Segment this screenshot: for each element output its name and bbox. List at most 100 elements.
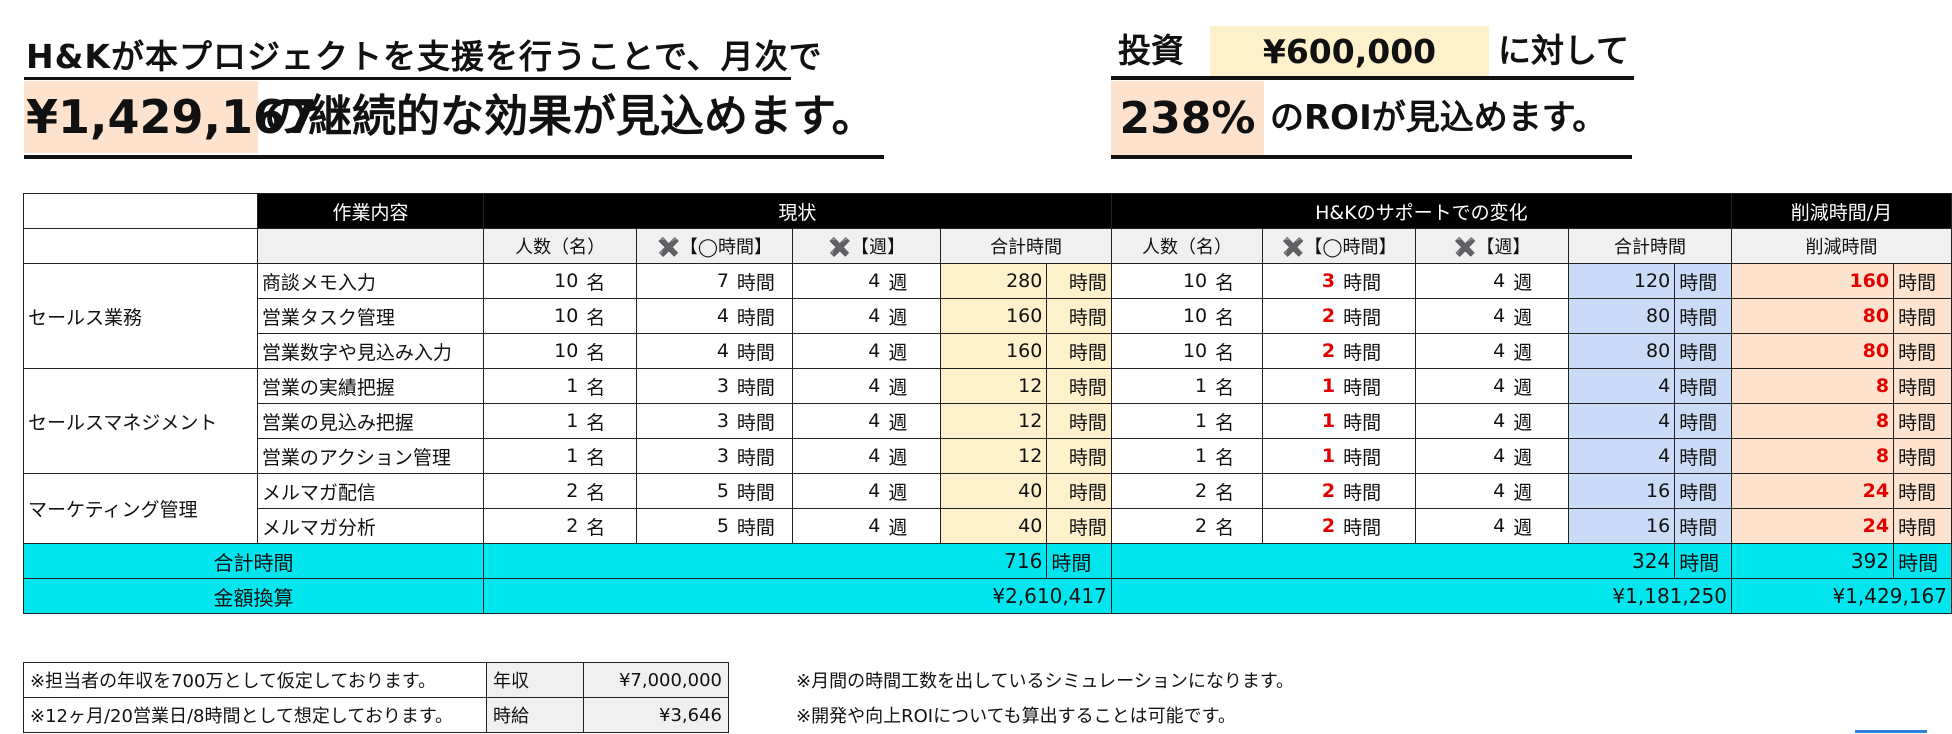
- new-people: 1: [1110, 438, 1212, 474]
- current-people: 1: [483, 403, 583, 439]
- subheader-people: 人数（名）: [483, 228, 638, 264]
- current-people: 1: [483, 438, 583, 474]
- new-weeks: 4: [1415, 473, 1510, 509]
- subheader-total: 合計時間: [940, 228, 1112, 264]
- reduced-hours: 8: [1730, 403, 1895, 439]
- assumption-note: ※12ヶ月/20営業日/8時間として想定しております。: [23, 697, 487, 733]
- unit-people: 名: [1211, 298, 1264, 334]
- unit-hours: 時間: [1046, 333, 1112, 369]
- unit-people: 名: [582, 403, 638, 439]
- unit-hours: 時間: [1674, 438, 1732, 474]
- unit-hours: 時間: [1893, 333, 1952, 369]
- new-total: 4: [1568, 403, 1676, 439]
- assumption-key: 時給: [486, 697, 584, 733]
- unit-hours: 時間: [732, 438, 794, 474]
- unit-people: 名: [582, 333, 638, 369]
- unit-weeks: 週: [1509, 368, 1570, 404]
- assumption-row: ※担当者の年収を700万として仮定しております。 年収 ¥7,000,000: [23, 662, 729, 698]
- new-people: 1: [1110, 368, 1212, 404]
- subheader-blank: [256, 228, 485, 264]
- current-total: 280: [940, 263, 1048, 299]
- unit-weeks: 週: [1509, 403, 1570, 439]
- table-row: メルマガ分析 2 名 5 時間 4 週 40 時間 2 名 2 時間 4 週 16 時間 24 時間: [24, 508, 1952, 544]
- unit-hours: 時間: [732, 508, 794, 544]
- table-row: 営業数字や見込み入力 10 名 4 時間 4 週 160 時間 10 名 2 時間 4 週 80 時間 80 時間: [24, 333, 1952, 369]
- unit-hours: 時間: [1046, 473, 1112, 509]
- new-hours: 3: [1262, 263, 1340, 299]
- current-people: 2: [483, 473, 583, 509]
- subheader-hours: ✖️【◯時間】: [1262, 228, 1417, 264]
- unit-hours: 時間: [1046, 298, 1112, 334]
- task-name: 営業のアクション管理: [256, 438, 485, 474]
- unit-hours: 時間: [732, 263, 794, 299]
- new-total: 4: [1568, 438, 1676, 474]
- current-weeks: 4: [792, 333, 885, 369]
- unit-weeks: 週: [1509, 438, 1570, 474]
- reduced-hours: 8: [1730, 368, 1895, 404]
- unit-people: 名: [582, 263, 638, 299]
- unit-hours: 時間: [1674, 543, 1732, 579]
- current-people: 1: [483, 368, 583, 404]
- header-current: 現状: [483, 193, 1112, 229]
- headline-line1: H&Kが本プロジェクトを支援を行うことで、月次で: [26, 37, 823, 76]
- unit-people: 名: [582, 298, 638, 334]
- new-weeks: 4: [1415, 263, 1510, 299]
- current-total: 160: [940, 333, 1048, 369]
- unit-people: 名: [1211, 508, 1264, 544]
- new-hours: 2: [1262, 298, 1340, 334]
- reduced-hours: 80: [1730, 298, 1895, 334]
- current-weeks: 4: [792, 473, 885, 509]
- table-row: マーケティング管理 メルマガ配信 2 名 5 時間 4 週 40 時間 2 名 2 時間 4 週 16 時間 24 時…: [23, 473, 1952, 544]
- unit-hours: 時間: [1674, 508, 1732, 544]
- unit-people: 名: [1211, 403, 1264, 439]
- unit-hours: 時間: [732, 403, 794, 439]
- new-hours: 2: [1262, 473, 1340, 509]
- current-total: 12: [940, 438, 1048, 474]
- reduced-hours: 8: [1730, 438, 1895, 474]
- new-people: 2: [1110, 508, 1212, 544]
- unit-hours: 時間: [1339, 403, 1417, 439]
- new-hours: 1: [1262, 403, 1340, 439]
- headline-underline: [1111, 76, 1634, 80]
- current-weeks: 4: [792, 438, 885, 474]
- current-weeks: 4: [792, 263, 885, 299]
- new-total: 16: [1568, 473, 1676, 509]
- unit-hours: 時間: [1339, 368, 1417, 404]
- current-total: 40: [940, 508, 1048, 544]
- unit-people: 名: [582, 368, 638, 404]
- unit-people: 名: [1211, 263, 1264, 299]
- assumption-row: ※12ヶ月/20営業日/8時間として想定しております。 時給 ¥3,646: [23, 697, 729, 733]
- new-total: 80: [1568, 298, 1676, 334]
- totals-row: 合計時間 716 時間 324 時間 392 時間: [22, 543, 1952, 579]
- current-total: 12: [940, 403, 1048, 439]
- new-weeks: 4: [1415, 403, 1510, 439]
- new-hours: 1: [1262, 438, 1340, 474]
- new-people: 10: [1110, 263, 1212, 299]
- unit-hours: 時間: [1893, 263, 1952, 299]
- subheader-weeks: ✖️【週】: [1415, 228, 1570, 264]
- investment-suffix: に対して: [1498, 31, 1630, 70]
- current-weeks: 4: [792, 403, 885, 439]
- unit-weeks: 週: [884, 438, 942, 474]
- unit-weeks: 週: [1509, 333, 1570, 369]
- unit-hours: 時間: [1893, 298, 1952, 334]
- totals-after: 324: [1110, 543, 1676, 579]
- unit-hours: 時間: [1893, 368, 1952, 404]
- unit-weeks: 週: [1509, 473, 1570, 509]
- task-name: 営業の実績把握: [256, 368, 485, 404]
- table-row: 営業タスク管理 10 名 4 時間 4 週 160 時間 10 名 2 時間 4 週 80 時間 80 時間: [24, 298, 1952, 334]
- unit-weeks: 週: [884, 368, 942, 404]
- money-label: 金額換算: [22, 578, 485, 614]
- unit-hours: 時間: [1046, 508, 1112, 544]
- unit-weeks: 週: [884, 473, 942, 509]
- unit-hours: 時間: [1674, 263, 1732, 299]
- reduced-hours: 80: [1730, 333, 1895, 369]
- category-label: セールスマネジメント: [23, 368, 258, 474]
- new-weeks: 4: [1415, 368, 1510, 404]
- unit-weeks: 週: [1509, 298, 1570, 334]
- new-total: 120: [1568, 263, 1676, 299]
- task-name: 営業数字や見込み入力: [256, 333, 485, 369]
- assumption-value: ¥7,000,000: [583, 662, 729, 698]
- unit-hours: 時間: [1046, 438, 1112, 474]
- current-hours: 3: [636, 438, 733, 474]
